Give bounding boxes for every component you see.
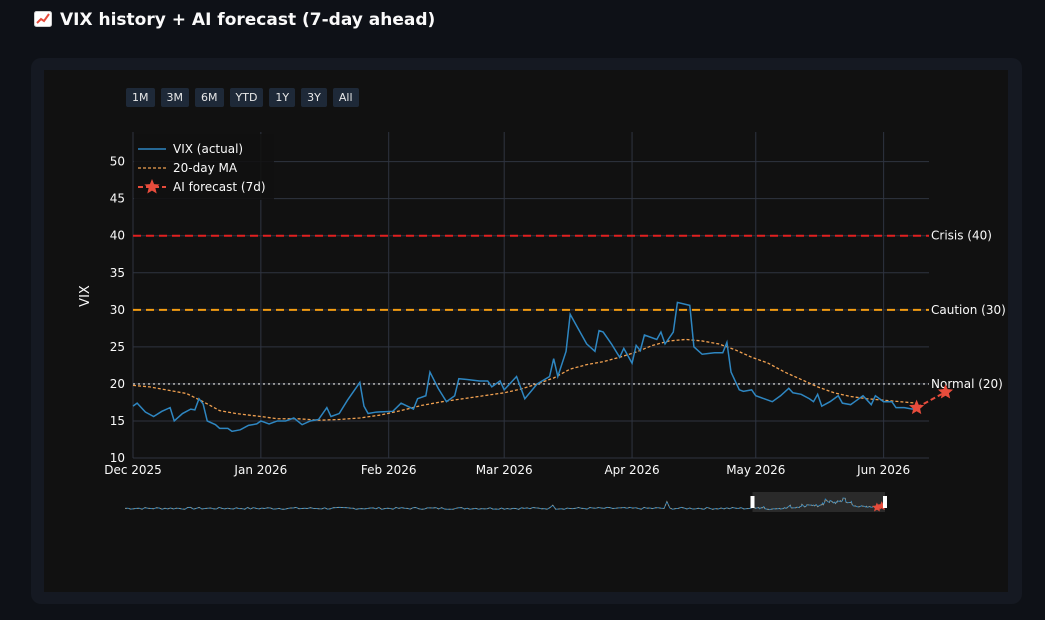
x-tick-label: Feb 2026 [361, 463, 417, 477]
legend[interactable]: VIX (actual) 20-day MA AI forecast (7d) [134, 134, 274, 200]
reference-line-label: Caution (30) [931, 303, 1006, 317]
range-slider-right-handle[interactable] [883, 496, 887, 508]
legend-entry-label[interactable]: VIX (actual) [173, 142, 243, 156]
x-tick-label: Mar 2026 [476, 463, 533, 477]
forecast-star-marker [937, 384, 954, 399]
legend-entry-label[interactable]: 20-day MA [173, 161, 238, 175]
x-tick-label: Jan 2026 [233, 463, 287, 477]
vix-line [132, 301, 918, 433]
y-tick-label: 20 [110, 377, 125, 391]
y-axis-label: VIX [78, 285, 93, 307]
range-button-1y[interactable]: 1Y [269, 88, 296, 107]
range-selector: 1M 3M 6M YTD 1Y 3Y All [126, 88, 359, 107]
x-tick-label: Dec 2025 [104, 463, 162, 477]
x-tick-label: May 2026 [726, 463, 785, 477]
range-slider-ma-trace [124, 497, 884, 511]
y-tick-label: 15 [110, 414, 125, 428]
range-button-3m[interactable]: 3M [160, 88, 189, 107]
reference-line-label: Crisis (40) [931, 229, 992, 243]
y-tick-label: 40 [110, 229, 125, 243]
y-tick-label: 25 [110, 340, 125, 354]
y-tick-label: 35 [110, 266, 125, 280]
y-tick-label: 30 [110, 303, 125, 317]
axes: 10 15 20 25 30 35 40 45 50 Dec 2025 Jan 2026 Feb 20… [104, 155, 910, 477]
series [132, 301, 954, 433]
range-button-ytd[interactable]: YTD [229, 88, 264, 107]
x-tick-label: Jun 2026 [856, 463, 910, 477]
page-title: VIX history + AI forecast (7-day ahead) [34, 10, 435, 30]
range-slider-window [752, 492, 885, 512]
reference-lines: Crisis (40) Caution (30) Normal (20) [133, 229, 1006, 391]
y-tick-label: 50 [110, 155, 125, 169]
forecast-star-marker [909, 399, 925, 415]
forecast-line [916, 391, 946, 409]
range-slider[interactable] [124, 492, 887, 512]
y-tick-label: 10 [110, 451, 125, 465]
ma-line [132, 338, 917, 421]
page-title-text: VIX history + AI forecast (7-day ahead) [60, 10, 436, 30]
reference-line-label: Normal (20) [931, 377, 1003, 391]
legend-entry-label[interactable]: AI forecast (7d) [173, 180, 266, 194]
range-button-all[interactable]: All [332, 88, 359, 107]
legend-box [134, 134, 274, 200]
legend-star-icon [144, 179, 160, 194]
range-button-1m[interactable]: 1M [126, 88, 155, 107]
range-button-6m[interactable]: 6M [195, 88, 224, 107]
range-button-3y[interactable]: 3Y [301, 88, 327, 107]
x-tick-label: Apr 2026 [604, 463, 659, 477]
chart-increasing-icon [34, 11, 52, 27]
y-tick-label: 45 [110, 192, 125, 206]
range-slider-left-handle[interactable] [750, 496, 755, 508]
